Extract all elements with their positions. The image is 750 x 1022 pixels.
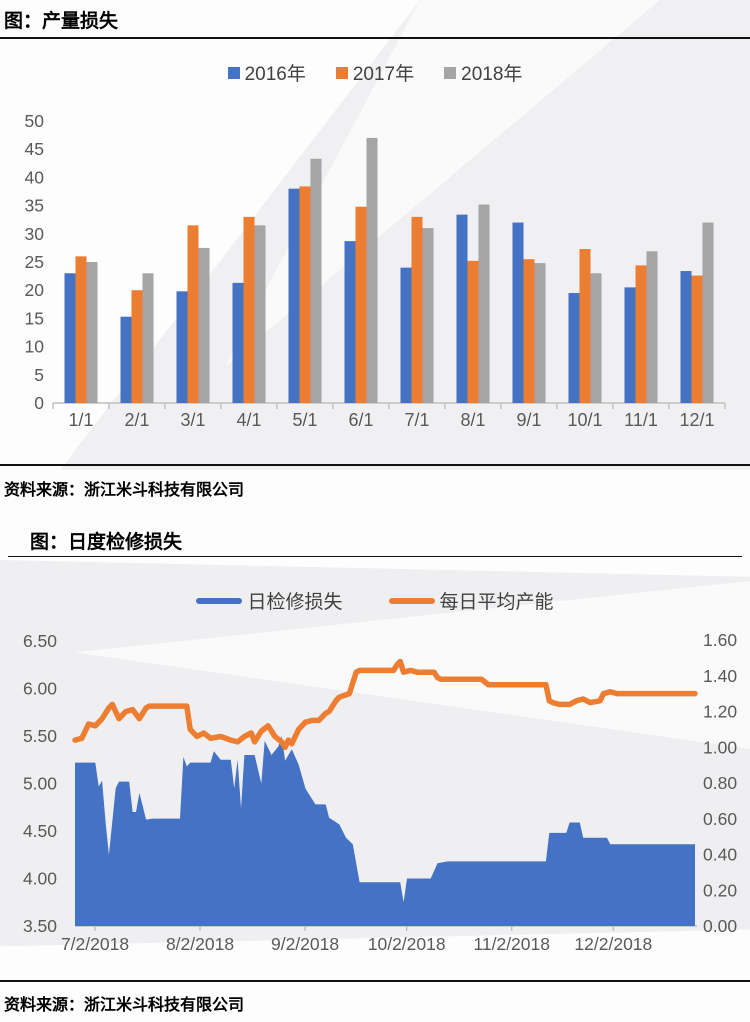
left-axis-tick-label: 5.00 — [23, 774, 57, 794]
right-axis-tick-label: 0.60 — [703, 809, 737, 829]
legend-label-maintenance-loss: 日检修损失 — [247, 592, 343, 613]
right-axis-tick-label: 1.00 — [703, 737, 737, 757]
x-axis-tick-label: 7/2/2018 — [61, 934, 129, 954]
y-axis-tick-label: 20 — [25, 280, 45, 300]
y-axis-tick-label: 50 — [25, 111, 45, 131]
x-axis-tick-label: 12/2/2018 — [574, 934, 652, 954]
legend-item-avg-capacity: 每日平均产能 — [388, 587, 554, 614]
left-axis-tick-label: 6.00 — [23, 679, 57, 699]
legend-label-2016: 2016年 — [244, 64, 306, 85]
right-axis-tick-label: 0.20 — [703, 880, 737, 900]
right-axis-tick-label: 0.80 — [703, 773, 737, 793]
section-divider — [0, 464, 750, 466]
right-axis-tick-label: 1.40 — [703, 666, 737, 686]
x-axis-tick-label: 9/2/2018 — [271, 934, 339, 954]
chart1-legend: 2016年 2017年 2018年 — [0, 59, 750, 86]
avg-capacity-line — [72, 658, 698, 751]
x-axis-tick-label: 8/2/2018 — [166, 934, 234, 954]
x-axis-tick-label: 11/2/2018 — [473, 934, 550, 954]
chart2-title-underline — [8, 556, 742, 557]
right-axis-tick-label: 1.60 — [703, 630, 737, 650]
left-axis-tick-label: 5.50 — [23, 726, 57, 746]
y-axis-tick-label: 30 — [25, 224, 45, 244]
legend-item-2016: 2016年 — [227, 59, 306, 86]
right-axis-tick-label: 0.40 — [703, 845, 737, 865]
legend-item-2017: 2017年 — [335, 59, 415, 86]
legend-item-maintenance-loss: 日检修损失 — [196, 587, 343, 614]
chart2-source: 资料来源：浙江米斗科技有限公司 — [4, 997, 245, 1014]
legend-line-swatch-blue — [196, 597, 243, 604]
chart2-legend: 日检修损失 每日平均产能 — [0, 587, 750, 614]
y-axis-tick-label: 0 — [34, 393, 44, 413]
left-axis-tick-label: 4.00 — [23, 869, 57, 889]
y-axis-tick-label: 35 — [25, 196, 44, 216]
y-axis-tick-label: 5 — [34, 365, 44, 385]
legend-label-2017: 2017年 — [352, 64, 415, 85]
left-axis-tick-label: 3.50 — [23, 916, 57, 936]
y-axis-tick-label: 45 — [25, 139, 44, 159]
maintenance-loss-area — [75, 736, 695, 926]
left-axis-tick-label: 4.50 — [23, 821, 57, 841]
legend-line-swatch-orange — [388, 597, 435, 604]
section-divider — [0, 980, 750, 982]
chart2-title: 图：日度检修损失 — [30, 532, 183, 553]
left-axis-tick-label: 6.50 — [23, 631, 57, 651]
legend-swatch-2018 — [444, 66, 457, 79]
legend-item-2018: 2018年 — [444, 59, 522, 86]
y-axis-tick-label: 25 — [25, 252, 44, 272]
legend-swatch-2016 — [227, 66, 240, 79]
y-axis-tick-label: 15 — [25, 308, 44, 328]
chart1-source: 资料来源：浙江米斗科技有限公司 — [4, 482, 245, 499]
legend-label-2018: 2018年 — [461, 64, 523, 85]
legend-label-avg-capacity: 每日平均产能 — [439, 592, 554, 613]
chart1-title: 图：产量损失 — [0, 0, 750, 39]
y-axis-tick-label: 40 — [25, 167, 45, 187]
right-axis-tick-label: 1.20 — [703, 702, 737, 722]
legend-swatch-2017 — [335, 66, 348, 79]
right-axis-tick-label: 0.00 — [703, 916, 737, 936]
x-axis-tick-label: 10/2/2018 — [368, 934, 446, 954]
y-axis-tick-label: 10 — [25, 337, 45, 357]
